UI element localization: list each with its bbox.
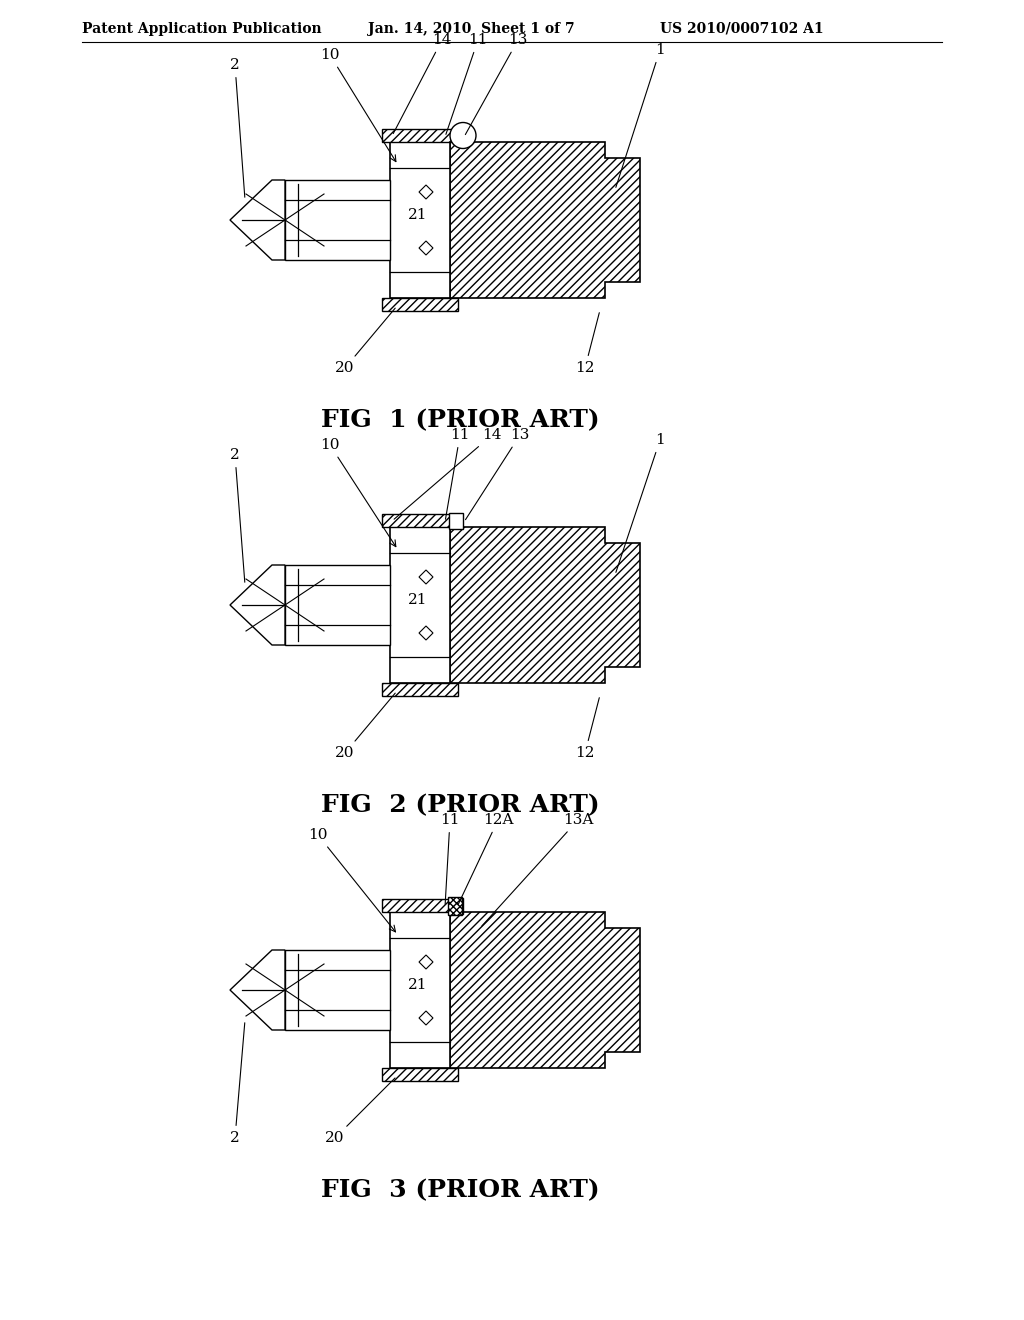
Polygon shape — [230, 180, 285, 260]
Text: 11: 11 — [440, 813, 460, 904]
Text: 11: 11 — [445, 33, 487, 135]
Bar — [382, 899, 458, 912]
Bar — [382, 129, 458, 143]
Polygon shape — [450, 912, 640, 1068]
Polygon shape — [230, 950, 285, 1030]
Text: 2: 2 — [230, 1023, 245, 1144]
Text: FIG  2 (PRIOR ART): FIG 2 (PRIOR ART) — [321, 793, 599, 817]
Text: 10: 10 — [308, 828, 395, 932]
Polygon shape — [450, 527, 640, 682]
Polygon shape — [419, 954, 433, 969]
Text: 14: 14 — [393, 33, 452, 133]
Text: 13: 13 — [465, 33, 527, 135]
Bar — [285, 950, 390, 1030]
Text: 2: 2 — [230, 58, 245, 197]
Bar — [449, 898, 463, 913]
Text: 10: 10 — [321, 438, 396, 546]
Text: 14: 14 — [394, 428, 502, 519]
Text: 13A: 13A — [482, 813, 593, 925]
Polygon shape — [450, 143, 640, 298]
Text: Patent Application Publication: Patent Application Publication — [82, 22, 322, 36]
Bar — [382, 682, 458, 696]
Text: 10: 10 — [321, 48, 396, 161]
Text: Jan. 14, 2010  Sheet 1 of 7: Jan. 14, 2010 Sheet 1 of 7 — [368, 22, 574, 36]
Bar — [285, 565, 390, 645]
Text: 12: 12 — [575, 698, 599, 760]
Bar — [449, 512, 463, 528]
Bar — [449, 896, 462, 915]
Polygon shape — [419, 242, 433, 255]
Text: 20: 20 — [335, 693, 395, 760]
Polygon shape — [419, 626, 433, 640]
Bar — [382, 1068, 458, 1081]
Bar — [390, 912, 450, 1068]
Text: 1: 1 — [615, 433, 665, 573]
Text: 11: 11 — [445, 428, 470, 519]
Bar — [285, 180, 390, 260]
Text: US 2010/0007102 A1: US 2010/0007102 A1 — [660, 22, 823, 36]
Text: 20: 20 — [335, 308, 395, 375]
Polygon shape — [419, 185, 433, 199]
Text: 2: 2 — [230, 447, 245, 582]
Text: 12A: 12A — [458, 813, 513, 904]
Bar — [382, 298, 458, 312]
Text: FIG  1 (PRIOR ART): FIG 1 (PRIOR ART) — [321, 408, 599, 432]
Bar — [382, 513, 458, 527]
Polygon shape — [230, 565, 285, 645]
Bar — [390, 143, 450, 298]
Ellipse shape — [450, 123, 476, 149]
Text: 20: 20 — [326, 1078, 395, 1144]
Text: 21: 21 — [409, 978, 428, 993]
Text: FIG  3 (PRIOR ART): FIG 3 (PRIOR ART) — [321, 1177, 599, 1203]
Text: 1: 1 — [615, 44, 665, 187]
Polygon shape — [419, 570, 433, 583]
Text: 21: 21 — [409, 209, 428, 222]
Text: 12: 12 — [575, 313, 599, 375]
Polygon shape — [419, 1011, 433, 1026]
Bar — [390, 527, 450, 682]
Text: 13: 13 — [466, 428, 529, 520]
Text: 21: 21 — [409, 593, 428, 607]
